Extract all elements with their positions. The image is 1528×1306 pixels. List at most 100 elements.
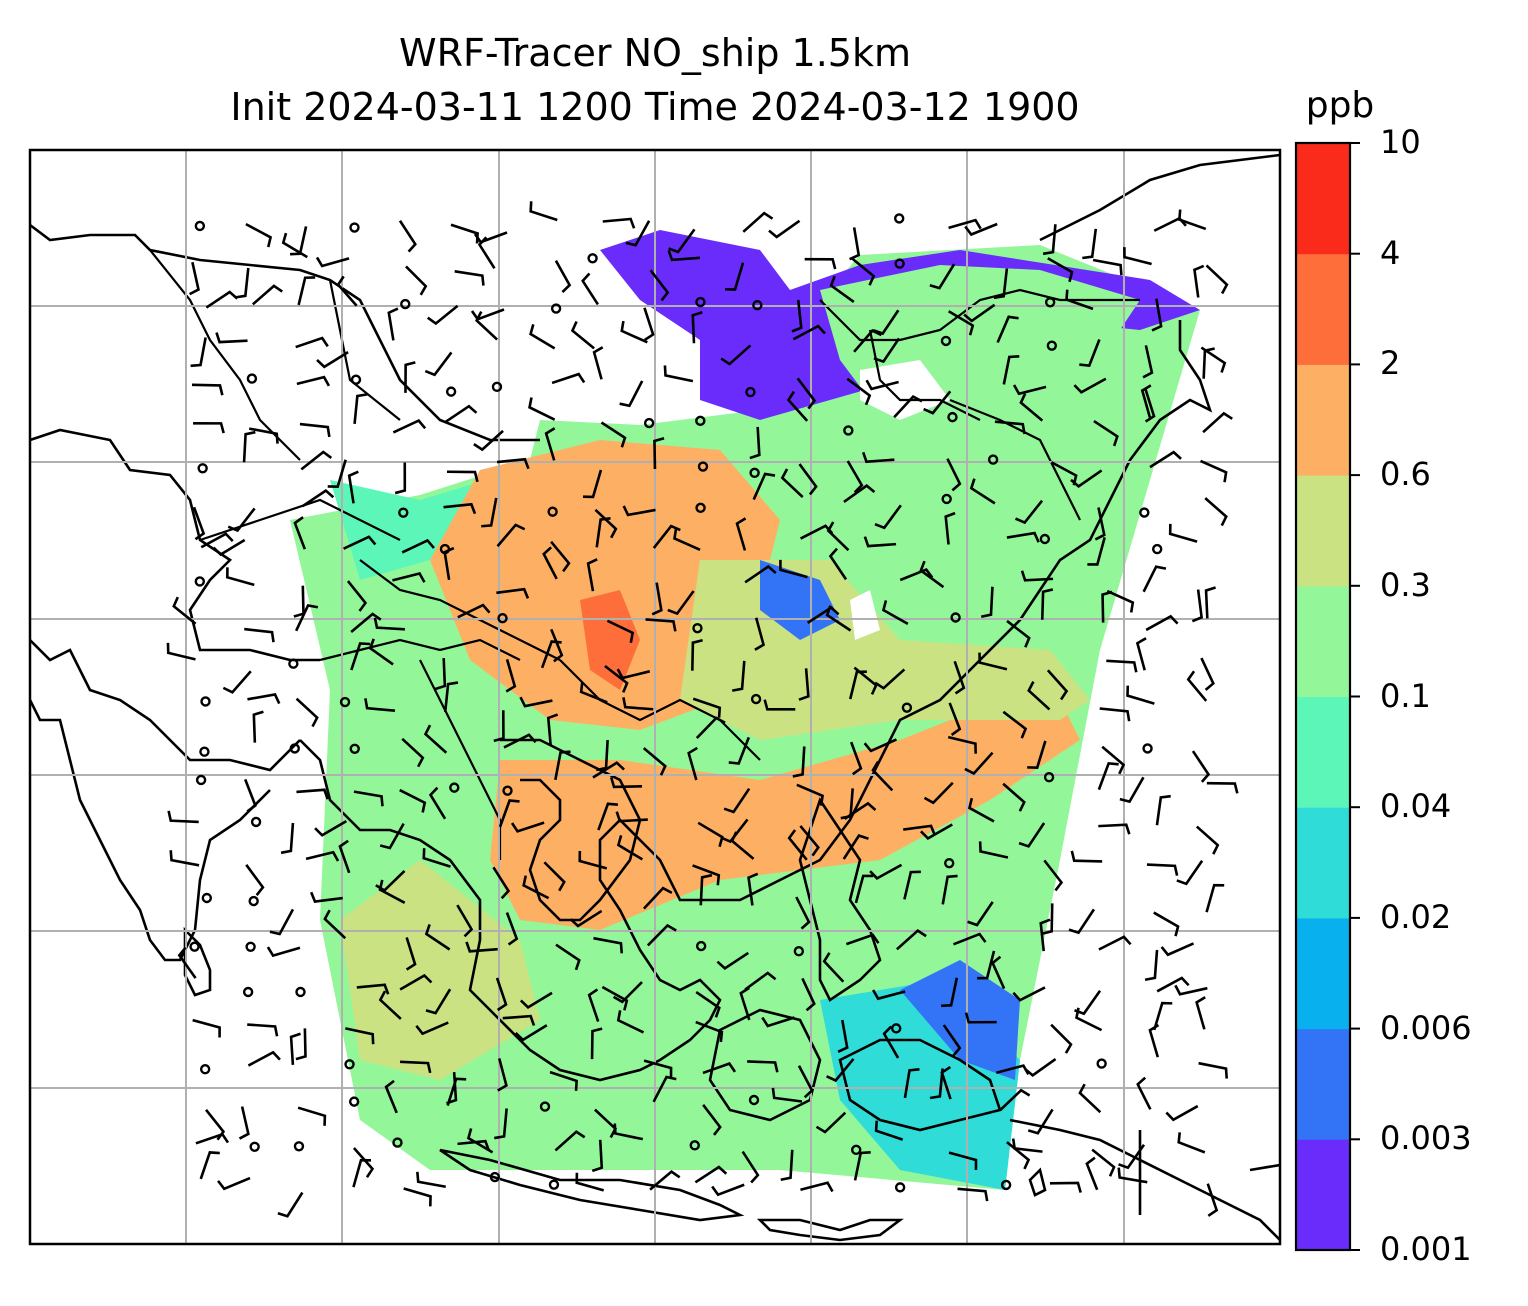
wind-barb	[849, 227, 861, 261]
wind-barb	[948, 218, 982, 230]
wind-barb	[957, 1187, 989, 1202]
wind-barb	[622, 505, 656, 517]
wind-calm-marker	[695, 296, 706, 308]
wind-barb	[798, 668, 810, 701]
wind-barb	[592, 346, 604, 380]
wind-barb	[225, 567, 255, 587]
wind-calm-marker	[489, 1171, 501, 1183]
wind-barb	[338, 839, 351, 874]
wind-barb	[845, 933, 880, 946]
colorbar-tick-label: 0.02	[1380, 897, 1452, 936]
chart-subtitle: Init 2024-03-11 1200 Time 2024-03-12 190…	[230, 85, 1080, 129]
wind-barb	[747, 872, 759, 906]
wind-barb	[169, 850, 200, 867]
wind-barb	[403, 1187, 432, 1207]
wind-barb	[1144, 949, 1159, 982]
wind-calm-marker	[1139, 507, 1150, 518]
wind-barb	[800, 1181, 834, 1193]
colorbar-segment	[1296, 585, 1350, 697]
wind-calm-marker	[392, 1137, 403, 1148]
wind-barb	[792, 324, 826, 341]
wind-barb	[316, 351, 349, 369]
wind-barb	[747, 1060, 779, 1073]
map-frame	[28, 148, 1282, 1246]
wind-barb	[415, 1021, 449, 1036]
wind-barb	[424, 924, 451, 951]
wind-barb	[695, 716, 726, 739]
wind-barb	[994, 420, 1026, 435]
wind-barb	[456, 904, 474, 938]
wind-calm-marker	[197, 463, 208, 474]
wind-barb	[779, 559, 808, 579]
wind-calm-marker	[398, 507, 409, 518]
wind-barb	[645, 618, 677, 632]
wind-barb	[1012, 384, 1047, 396]
wind-barb	[725, 262, 745, 291]
wind-barb	[247, 693, 281, 705]
wind-barb	[920, 823, 953, 841]
wind-barb	[796, 783, 824, 806]
wind-barb	[294, 604, 319, 632]
coastlines	[30, 153, 1280, 1242]
wind-barb	[1204, 586, 1216, 619]
wind-barb	[871, 760, 894, 792]
wind-barb	[217, 1176, 251, 1191]
wind-barb	[416, 1171, 446, 1189]
wind-barb	[652, 1075, 677, 1103]
wind-barb	[1019, 393, 1044, 422]
wind-barb	[392, 419, 427, 434]
wind-barb	[554, 750, 571, 781]
wind-barb	[735, 517, 747, 551]
wind-barb	[846, 377, 872, 406]
wind-barb	[829, 275, 855, 303]
wind-barb	[496, 587, 530, 599]
wind-barb	[1049, 1181, 1082, 1193]
wind-barb	[191, 383, 224, 396]
wind-barb	[741, 1150, 760, 1184]
wind-barb	[1123, 247, 1152, 266]
wind-barb	[570, 320, 595, 350]
wind-barb	[967, 901, 994, 927]
wind-barb	[1199, 459, 1228, 483]
wind-barb	[454, 270, 485, 286]
wind-barb	[205, 1108, 226, 1141]
wind-calm-marker	[200, 696, 211, 707]
wind-barb	[166, 642, 196, 661]
wind-barb	[1165, 1104, 1199, 1122]
gridlines	[30, 150, 1280, 1244]
wind-barb	[443, 502, 477, 515]
wind-barb	[554, 1130, 586, 1152]
wind-barb	[848, 670, 867, 700]
wind-barb	[754, 617, 766, 651]
wind-barb	[601, 985, 629, 1011]
wind-calm-marker	[497, 612, 508, 624]
wind-barb	[347, 470, 359, 504]
wind-barb	[622, 697, 654, 711]
wind-barb	[978, 652, 1008, 671]
wind-barb	[1168, 523, 1198, 543]
wind-barb	[673, 528, 701, 551]
wind-barb	[771, 1087, 803, 1103]
wind-barb	[969, 478, 996, 505]
wind-barb	[694, 1165, 728, 1184]
wind-barb	[269, 908, 295, 936]
wind-barb	[1002, 355, 1020, 385]
wind-barb	[473, 429, 504, 452]
wind-barb	[929, 1068, 944, 1100]
wind-barb	[761, 1016, 795, 1028]
wind-barb	[1106, 659, 1138, 673]
wind-barb	[227, 507, 256, 533]
wind-barb	[394, 462, 407, 495]
wind-barb	[1041, 903, 1054, 936]
wind-barb	[215, 332, 248, 344]
wind-barb	[616, 835, 644, 861]
wind-barb	[1119, 776, 1145, 804]
wind-barb	[615, 811, 648, 823]
colorbar-unit-label: ppb	[1305, 85, 1375, 126]
wind-barb	[953, 660, 966, 695]
colorbar-tick-label: 2	[1380, 344, 1401, 383]
wind-calm-marker	[1046, 340, 1058, 351]
wind-barb	[1174, 984, 1208, 996]
wind-barb	[801, 977, 816, 1012]
wind-calm-marker	[249, 1141, 260, 1152]
